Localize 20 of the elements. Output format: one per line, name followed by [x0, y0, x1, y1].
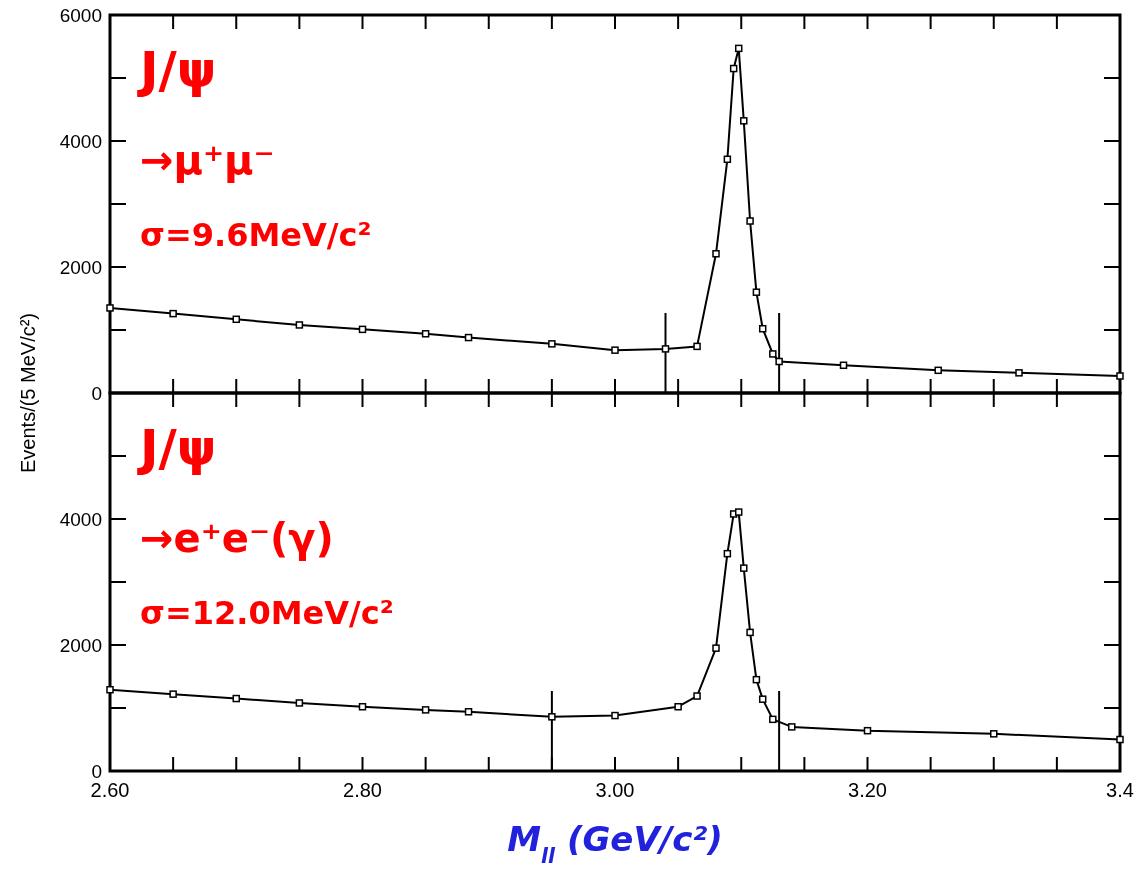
x-tick-label: 3.20: [848, 779, 887, 801]
annotation: σ=12.0MeV/c²: [140, 594, 394, 632]
y-tick-label: 6000: [59, 5, 102, 26]
x-tick-label: 3.4: [1106, 779, 1134, 801]
y-tick-label: 2000: [59, 635, 102, 656]
annotation: →μ⁺μ⁻: [140, 137, 275, 183]
x-tick-label: 2.60: [90, 779, 130, 801]
annotation: σ=9.6MeV/c²: [140, 216, 372, 254]
annotation: J/ψ: [137, 40, 217, 99]
y-axis-title: Events/(5 MeV/c²): [17, 312, 39, 474]
y-tick-label: 4000: [59, 509, 102, 530]
x-tick-label: 3.00: [595, 779, 635, 801]
y-tick-label: 0: [91, 383, 102, 404]
annotation: →e⁺e⁻(γ): [140, 515, 334, 561]
annotation: J/ψ: [137, 418, 217, 477]
y-tick-label: 0: [91, 761, 102, 782]
x-axis-title: M$_{ll}$ (GeV/c²): [507, 819, 723, 868]
y-tick-label: 2000: [59, 257, 102, 278]
y-tick-label: 4000: [59, 131, 102, 152]
x-tick-label: 2.80: [343, 779, 382, 801]
